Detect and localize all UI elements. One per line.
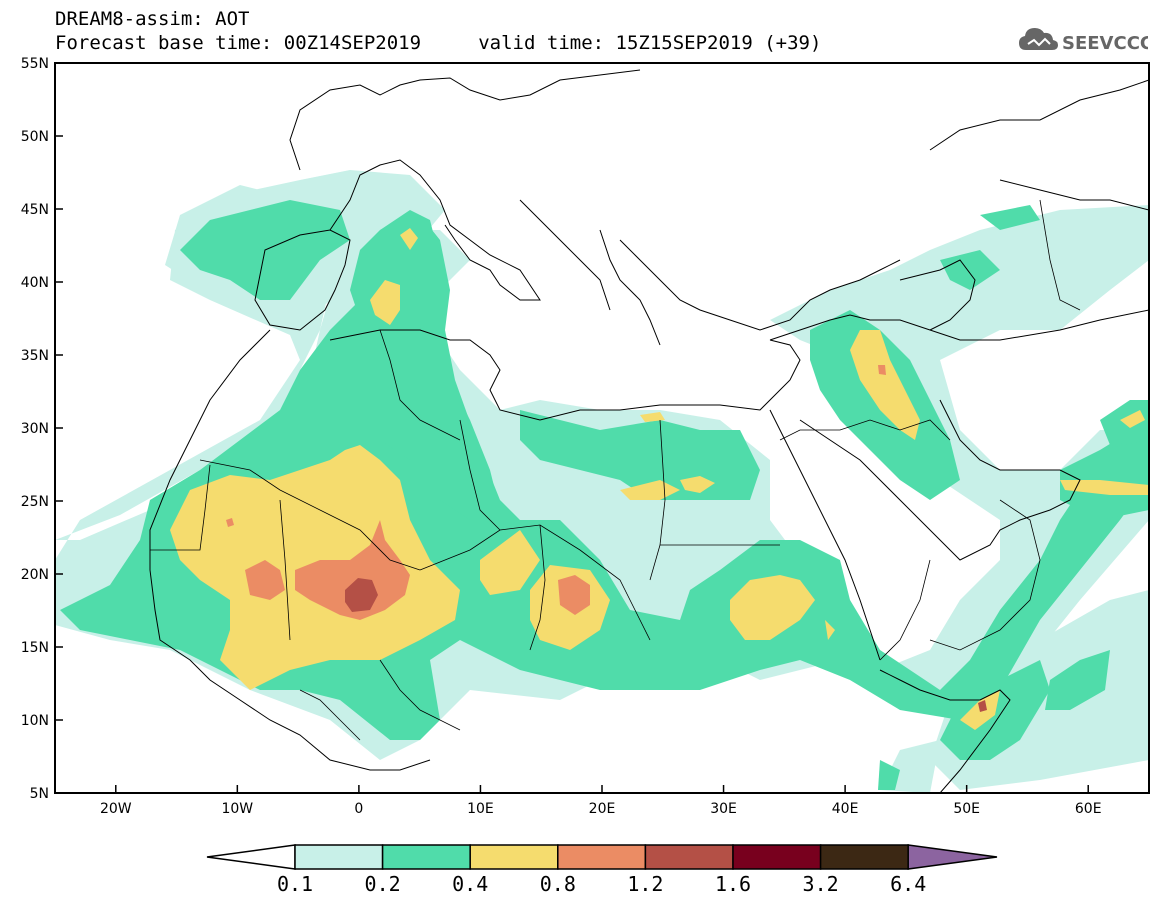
lon-tick-label: 20W [100,801,132,817]
lat-tick-label: 10N [21,713,49,729]
lat-tick-label: 25N [21,494,49,510]
lat-tick-label: 50N [21,129,49,145]
colorbar-label: 0.4 [452,872,488,896]
colorbar-swatch [819,844,909,870]
lat-tick-label: 35N [21,348,49,364]
latitude-axis: 55N 50N 45N 40N 35N 30N 25N 20N 15N 10N 5N [21,56,63,802]
lat-tick-label: 20N [21,567,49,583]
lat-tick-label: 40N [21,275,49,291]
lat-tick-label: 15N [21,640,49,656]
lon-tick-label: 0 [354,801,363,817]
lon-tick-label: 10W [221,801,253,817]
lon-tick-label: 60E [1075,801,1102,817]
colorbar-high-arrow [907,844,998,870]
colorbar-label: 1.6 [715,872,751,896]
colorbar-low-arrow [206,844,296,870]
colorbar-swatch [381,844,471,870]
lat-tick-label: 45N [21,202,49,218]
logo-text: SEEVCCC [1062,33,1148,54]
colorbar-swatch [644,844,734,870]
lat-tick-label: 5N [30,786,49,802]
lon-tick-label: 40E [832,801,859,817]
country-borders [150,199,1081,741]
colorbar-label: 0.2 [365,872,401,896]
lon-tick-label: 30E [710,801,737,817]
lat-tick-label: 55N [21,56,49,72]
colorbar-swatch [294,844,384,870]
colorbar-label: 0.1 [277,872,313,896]
cloud-icon: SEEVCCC [1019,28,1153,54]
coastlines [149,69,1149,793]
colorbar: 0.1 0.2 0.4 0.8 1.2 1.6 3.2 6.4 [206,844,998,896]
lon-tick-label: 50E [953,801,980,817]
colorbar-label: 6.4 [890,872,926,896]
lat-tick-label: 30N [21,421,49,437]
colorbar-swatch [469,844,559,870]
lon-tick-label: 10E [467,801,494,817]
colorbar-label: 1.2 [627,872,663,896]
longitude-axis: 20W 10W 0 10E 20E 30E 40E 50E 60E [100,785,1102,817]
colorbar-swatch [732,844,822,870]
colorbar-swatch [557,844,647,870]
lon-tick-label: 20E [589,801,616,817]
forecast-time-line: Forecast base time: 00Z14SEP2019 valid t… [55,32,822,54]
aot-level-0.8 [226,365,886,620]
map-title: DREAM8-assim: AOT [55,8,250,30]
aot-level-1.2 [345,578,987,712]
colorbar-label: 3.2 [803,872,839,896]
seevccc-logo: SEEVCCC [1018,24,1153,60]
aot-field [55,170,1149,793]
colorbar-label: 0.8 [540,872,576,896]
